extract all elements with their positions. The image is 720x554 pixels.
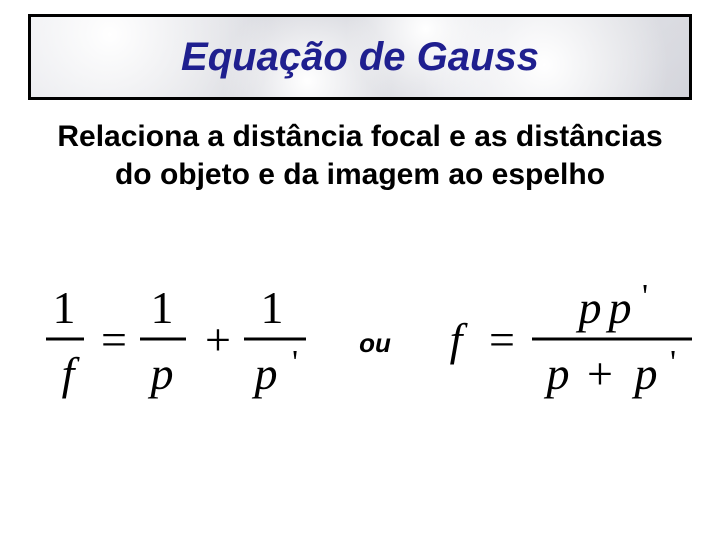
equation-1: 1 f = 1 p + 1 p ' bbox=[40, 273, 320, 413]
svg-text:': ' bbox=[670, 344, 676, 381]
description-line-1: Relaciona a distância focal e as distânc… bbox=[6, 118, 714, 156]
svg-text:p: p bbox=[605, 282, 631, 333]
svg-text:p: p bbox=[631, 348, 657, 399]
svg-text:p: p bbox=[148, 348, 174, 399]
connector-ou: ou bbox=[359, 328, 391, 359]
svg-text:+: + bbox=[205, 314, 231, 365]
svg-text:f: f bbox=[62, 348, 81, 399]
svg-text:+: + bbox=[587, 348, 613, 399]
equations-row: 1 f = 1 p + 1 p ' ou f = p bbox=[0, 273, 720, 413]
svg-text:1: 1 bbox=[261, 282, 284, 333]
svg-text:=: = bbox=[489, 314, 515, 365]
title-box: Equação de Gauss bbox=[28, 14, 692, 100]
description-line-2: do objeto e da imagem ao espelho bbox=[6, 156, 714, 194]
svg-text:p: p bbox=[543, 348, 569, 399]
page-title: Equação de Gauss bbox=[181, 35, 539, 80]
svg-text:1: 1 bbox=[53, 282, 76, 333]
svg-text:1: 1 bbox=[151, 282, 174, 333]
svg-text:p: p bbox=[575, 282, 601, 333]
svg-text:': ' bbox=[292, 344, 298, 381]
description-block: Relaciona a distância focal e as distânc… bbox=[0, 118, 720, 193]
svg-text:p: p bbox=[252, 348, 278, 399]
svg-text:': ' bbox=[642, 278, 648, 315]
equation-2: f = p p ' p + p ' bbox=[430, 273, 700, 413]
svg-text:f: f bbox=[450, 314, 469, 365]
svg-text:=: = bbox=[101, 314, 127, 365]
